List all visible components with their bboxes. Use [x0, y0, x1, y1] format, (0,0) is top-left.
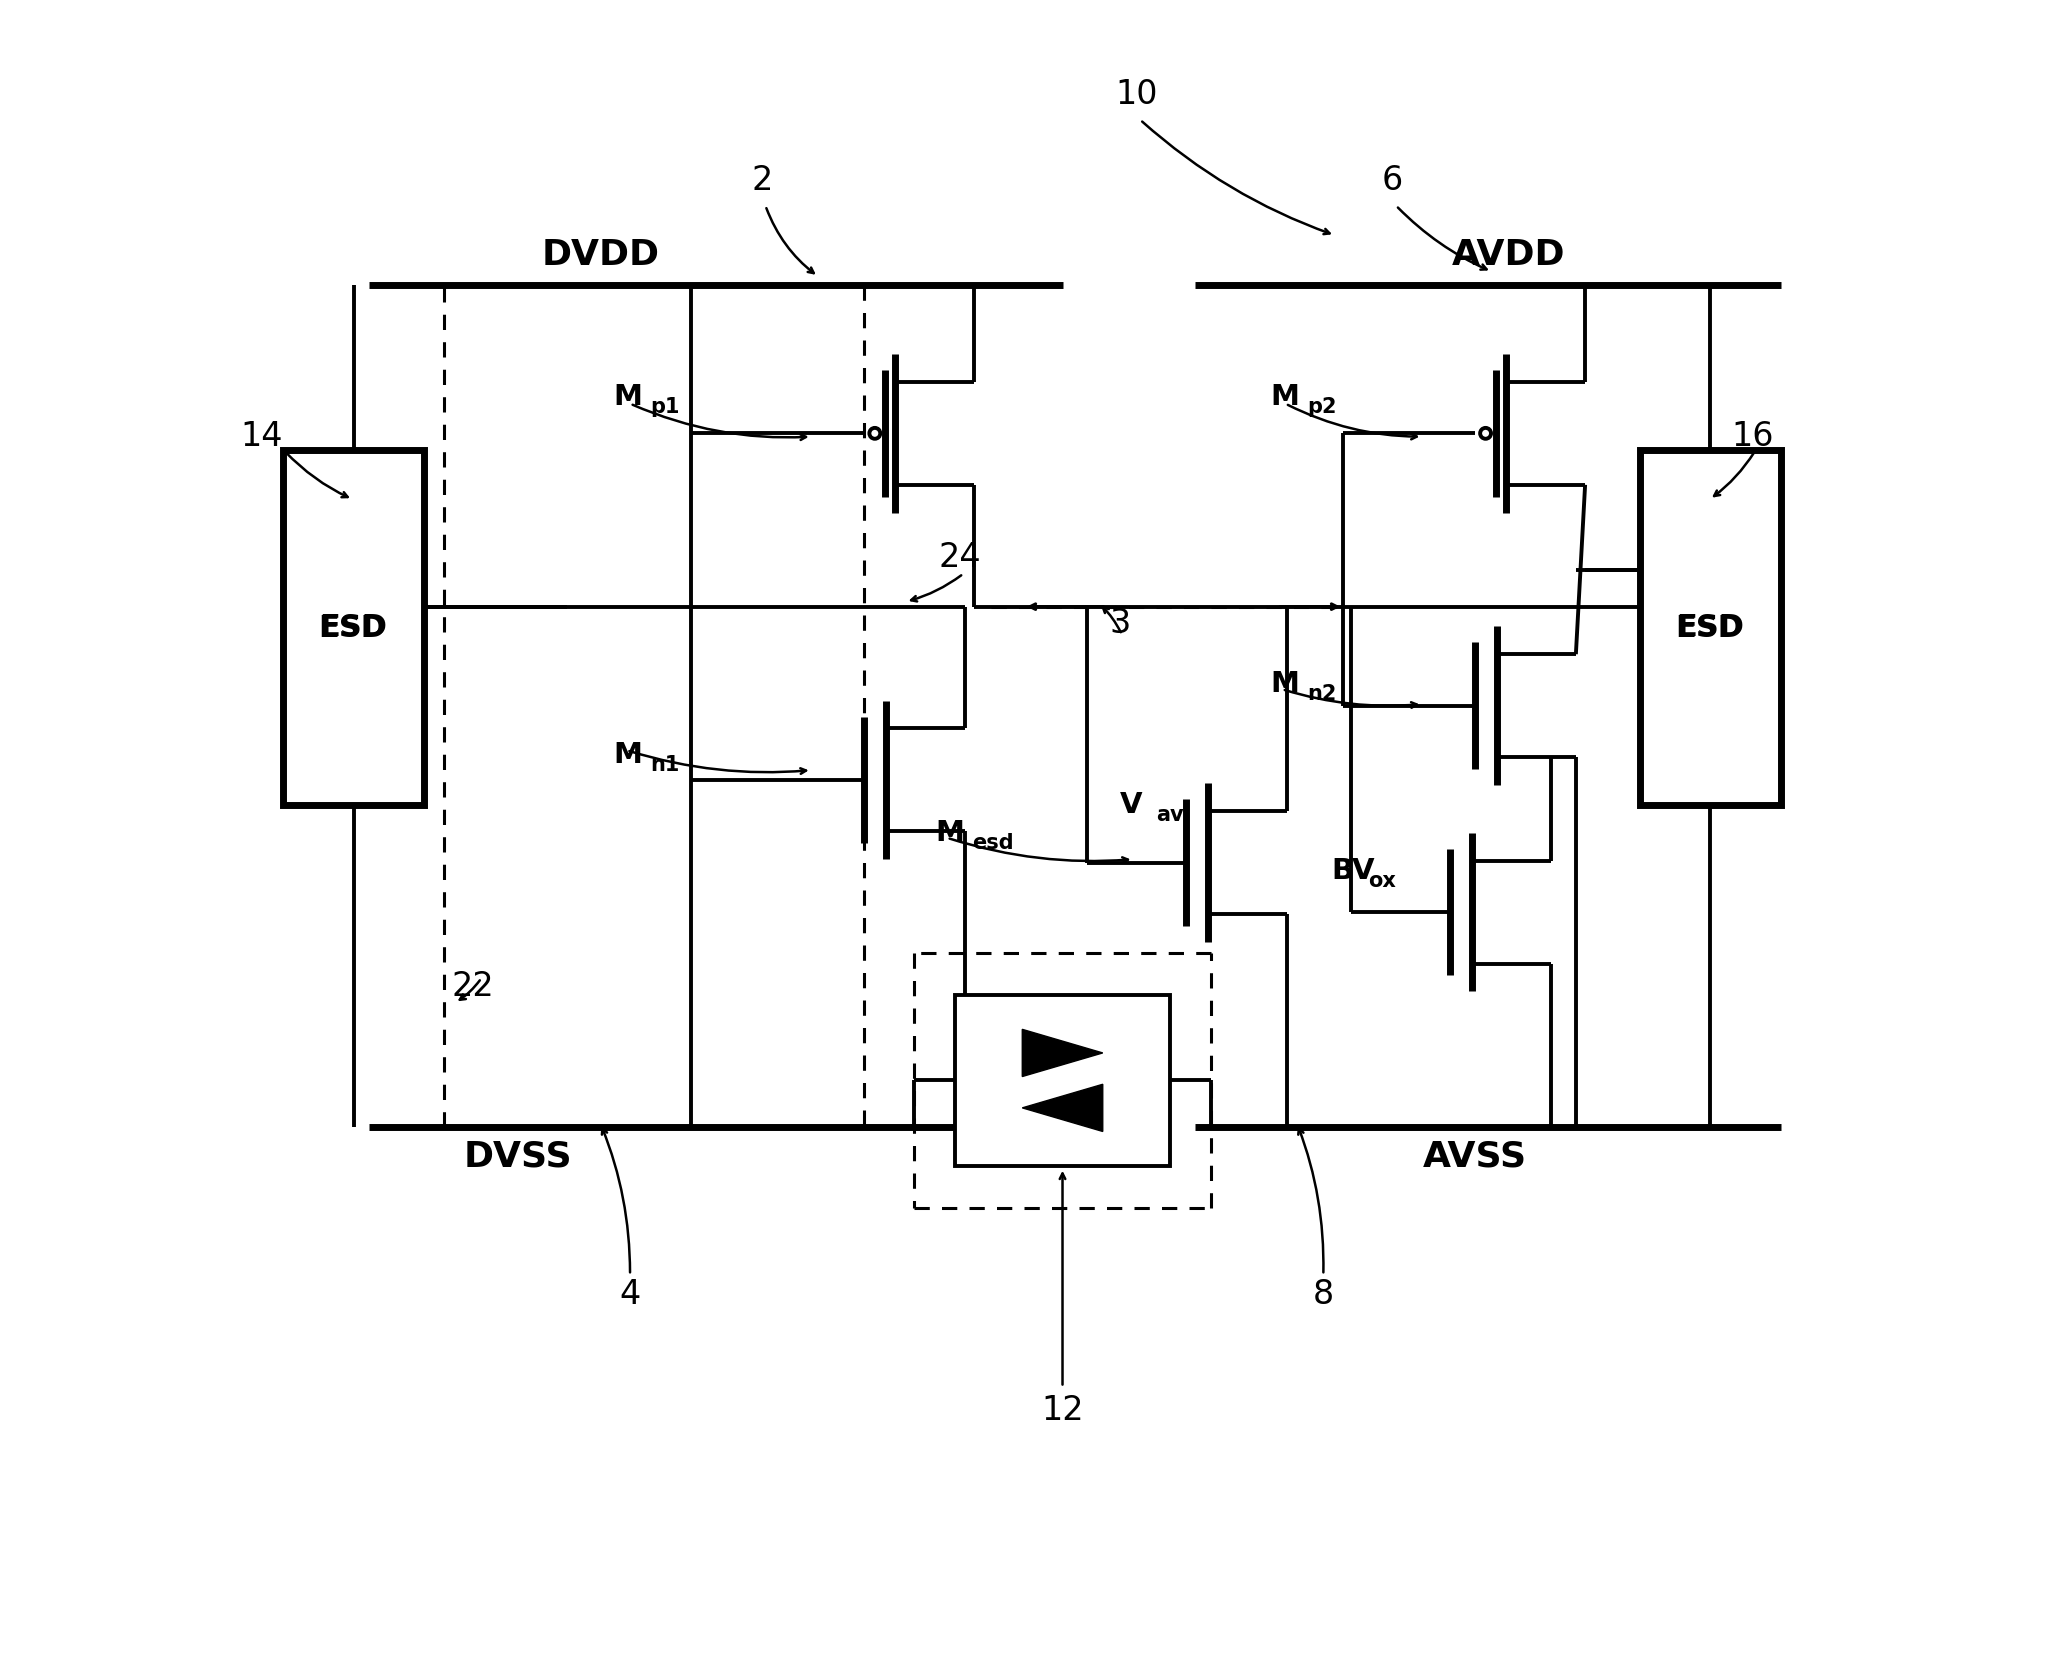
Text: 24: 24: [939, 541, 982, 574]
Text: av: av: [1157, 805, 1184, 825]
Text: M: M: [935, 820, 964, 846]
Text: ESD: ESD: [1676, 614, 1744, 642]
Bar: [1641, 450, 1781, 805]
Bar: [955, 994, 1170, 1166]
Text: M: M: [614, 383, 642, 411]
Text: 10: 10: [1116, 78, 1157, 111]
Text: n1: n1: [651, 755, 679, 775]
Text: n2: n2: [1307, 684, 1336, 703]
Text: 14: 14: [241, 420, 284, 453]
Text: esd: esd: [972, 833, 1013, 853]
Text: 3: 3: [1110, 607, 1130, 640]
Text: ESD: ESD: [1676, 612, 1744, 642]
Text: V: V: [1120, 791, 1143, 820]
Polygon shape: [1021, 1029, 1104, 1077]
Text: p2: p2: [1307, 397, 1336, 416]
Text: 16: 16: [1732, 420, 1773, 453]
Text: 8: 8: [1314, 1279, 1334, 1312]
Text: 4: 4: [620, 1279, 640, 1312]
Text: ESD: ESD: [319, 612, 387, 642]
Text: ox: ox: [1367, 871, 1396, 891]
Bar: [284, 450, 424, 805]
Polygon shape: [1021, 1085, 1104, 1131]
Text: DVSS: DVSS: [463, 1140, 572, 1175]
Text: p1: p1: [651, 397, 679, 416]
Text: 6: 6: [1382, 164, 1404, 197]
Text: M: M: [1270, 670, 1299, 698]
Text: 2: 2: [752, 164, 772, 197]
Text: AVDD: AVDD: [1452, 237, 1565, 272]
Text: ESD: ESD: [319, 614, 387, 642]
Text: M: M: [1270, 383, 1299, 411]
Text: M: M: [614, 742, 642, 770]
Text: AVSS: AVSS: [1423, 1140, 1528, 1175]
Text: 12: 12: [1042, 1394, 1083, 1427]
Text: DVDD: DVDD: [542, 237, 659, 272]
Text: 22: 22: [451, 971, 494, 1002]
Text: BV: BV: [1332, 856, 1375, 884]
